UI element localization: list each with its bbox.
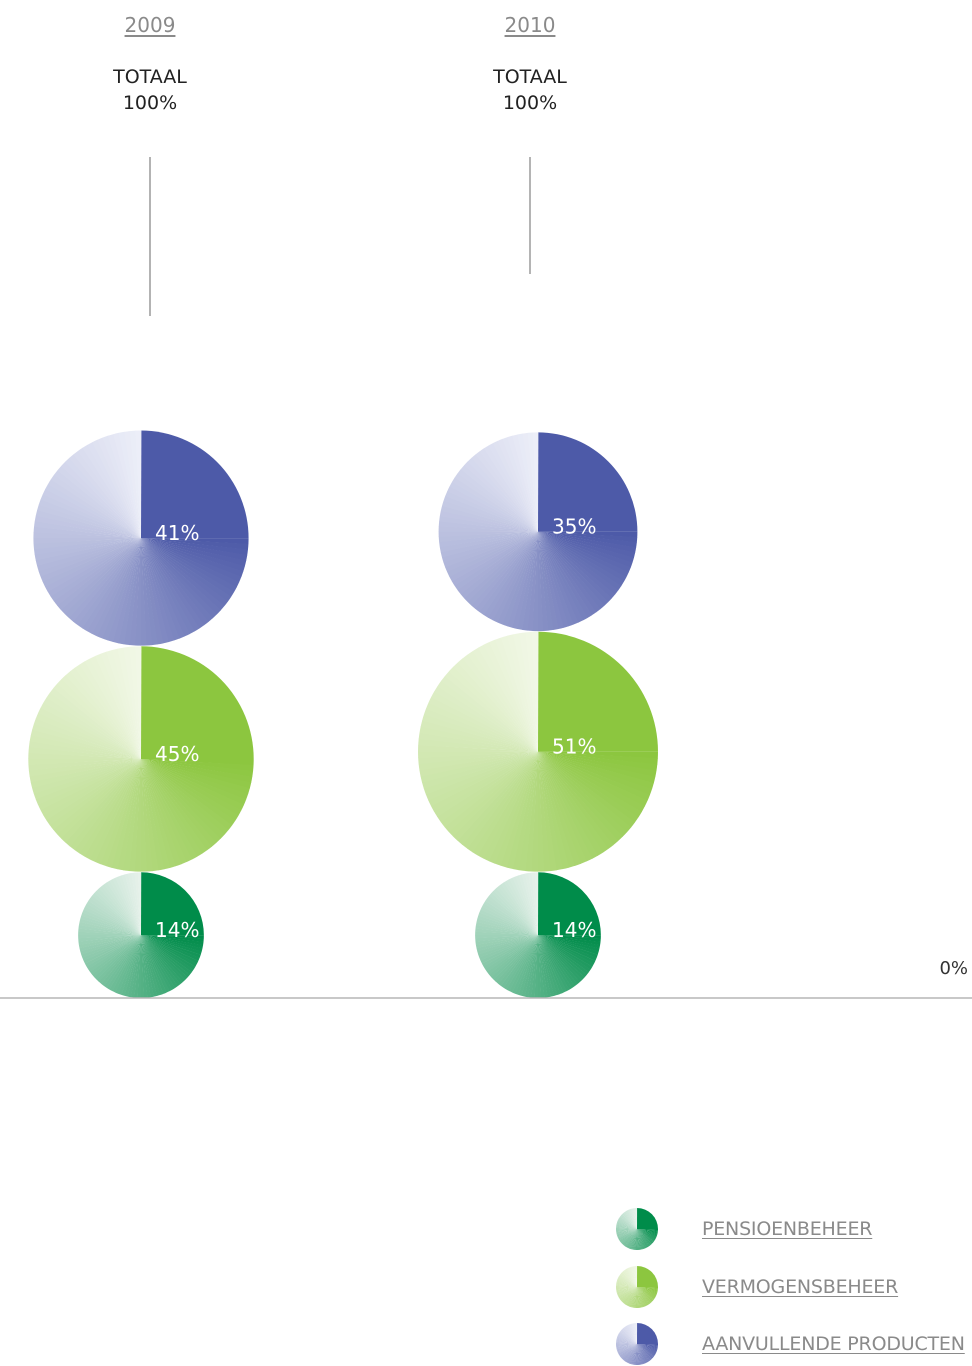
legend-item-vermogensbeheer: VERMOGENSBEHEER (615, 1265, 898, 1309)
data-label-2010-vermogensbeheer: 51% (552, 735, 596, 759)
legend-label-pensioenbeheer: PENSIOENBEHEER (702, 1218, 873, 1240)
data-label-2009-aanvullende: 41% (155, 521, 199, 545)
bubble-2009-vermogensbeheer (28, 646, 254, 872)
legend-item-pensioenbeheer: PENSIOENBEHEER (615, 1207, 872, 1251)
total-label-2010: TOTAAL 100% (460, 64, 600, 116)
legend-swatch-pensioenbeheer (616, 1208, 658, 1250)
bubble-2010-aanvullende (438, 432, 638, 632)
total-label-2009: TOTAAL 100% (80, 64, 220, 116)
data-label-2010-pensioenbeheer: 14% (552, 918, 596, 942)
year-label-2009: 2009 (124, 13, 176, 37)
bubble-2009-aanvullende (33, 430, 249, 646)
legend-item-aanvullende: AANVULLENDE PRODUCTEN (615, 1322, 965, 1366)
total-value-2010: 100% (502, 92, 558, 114)
bubble-2010-pensioenbeheer (475, 872, 601, 999)
legend-disc-aanvullende (616, 1323, 658, 1365)
data-label-2010-aanvullende: 35% (552, 515, 596, 539)
total-value-2009: 100% (122, 92, 178, 114)
baseline-label: 0% (939, 958, 968, 979)
year-label-2010: 2010 (504, 13, 556, 37)
total-title-2009: TOTAAL (113, 66, 187, 88)
legend-label-vermogensbeheer: VERMOGENSBEHEER (702, 1276, 899, 1298)
legend-swatch-vermogensbeheer (616, 1266, 658, 1308)
legend-label-aanvullende: AANVULLENDE PRODUCTEN (702, 1333, 965, 1355)
bubble-2010-vermogensbeheer (418, 631, 658, 872)
total-title-2010: TOTAAL (493, 66, 567, 88)
legend-disc-pensioenbeheer (616, 1208, 658, 1250)
bubble-2009-pensioenbeheer (78, 872, 204, 999)
data-label-2009-vermogensbeheer: 45% (155, 742, 199, 766)
legend-disc-vermogensbeheer (616, 1266, 658, 1308)
data-label-2009-pensioenbeheer: 14% (155, 918, 199, 942)
legend-swatch-aanvullende (616, 1323, 658, 1365)
